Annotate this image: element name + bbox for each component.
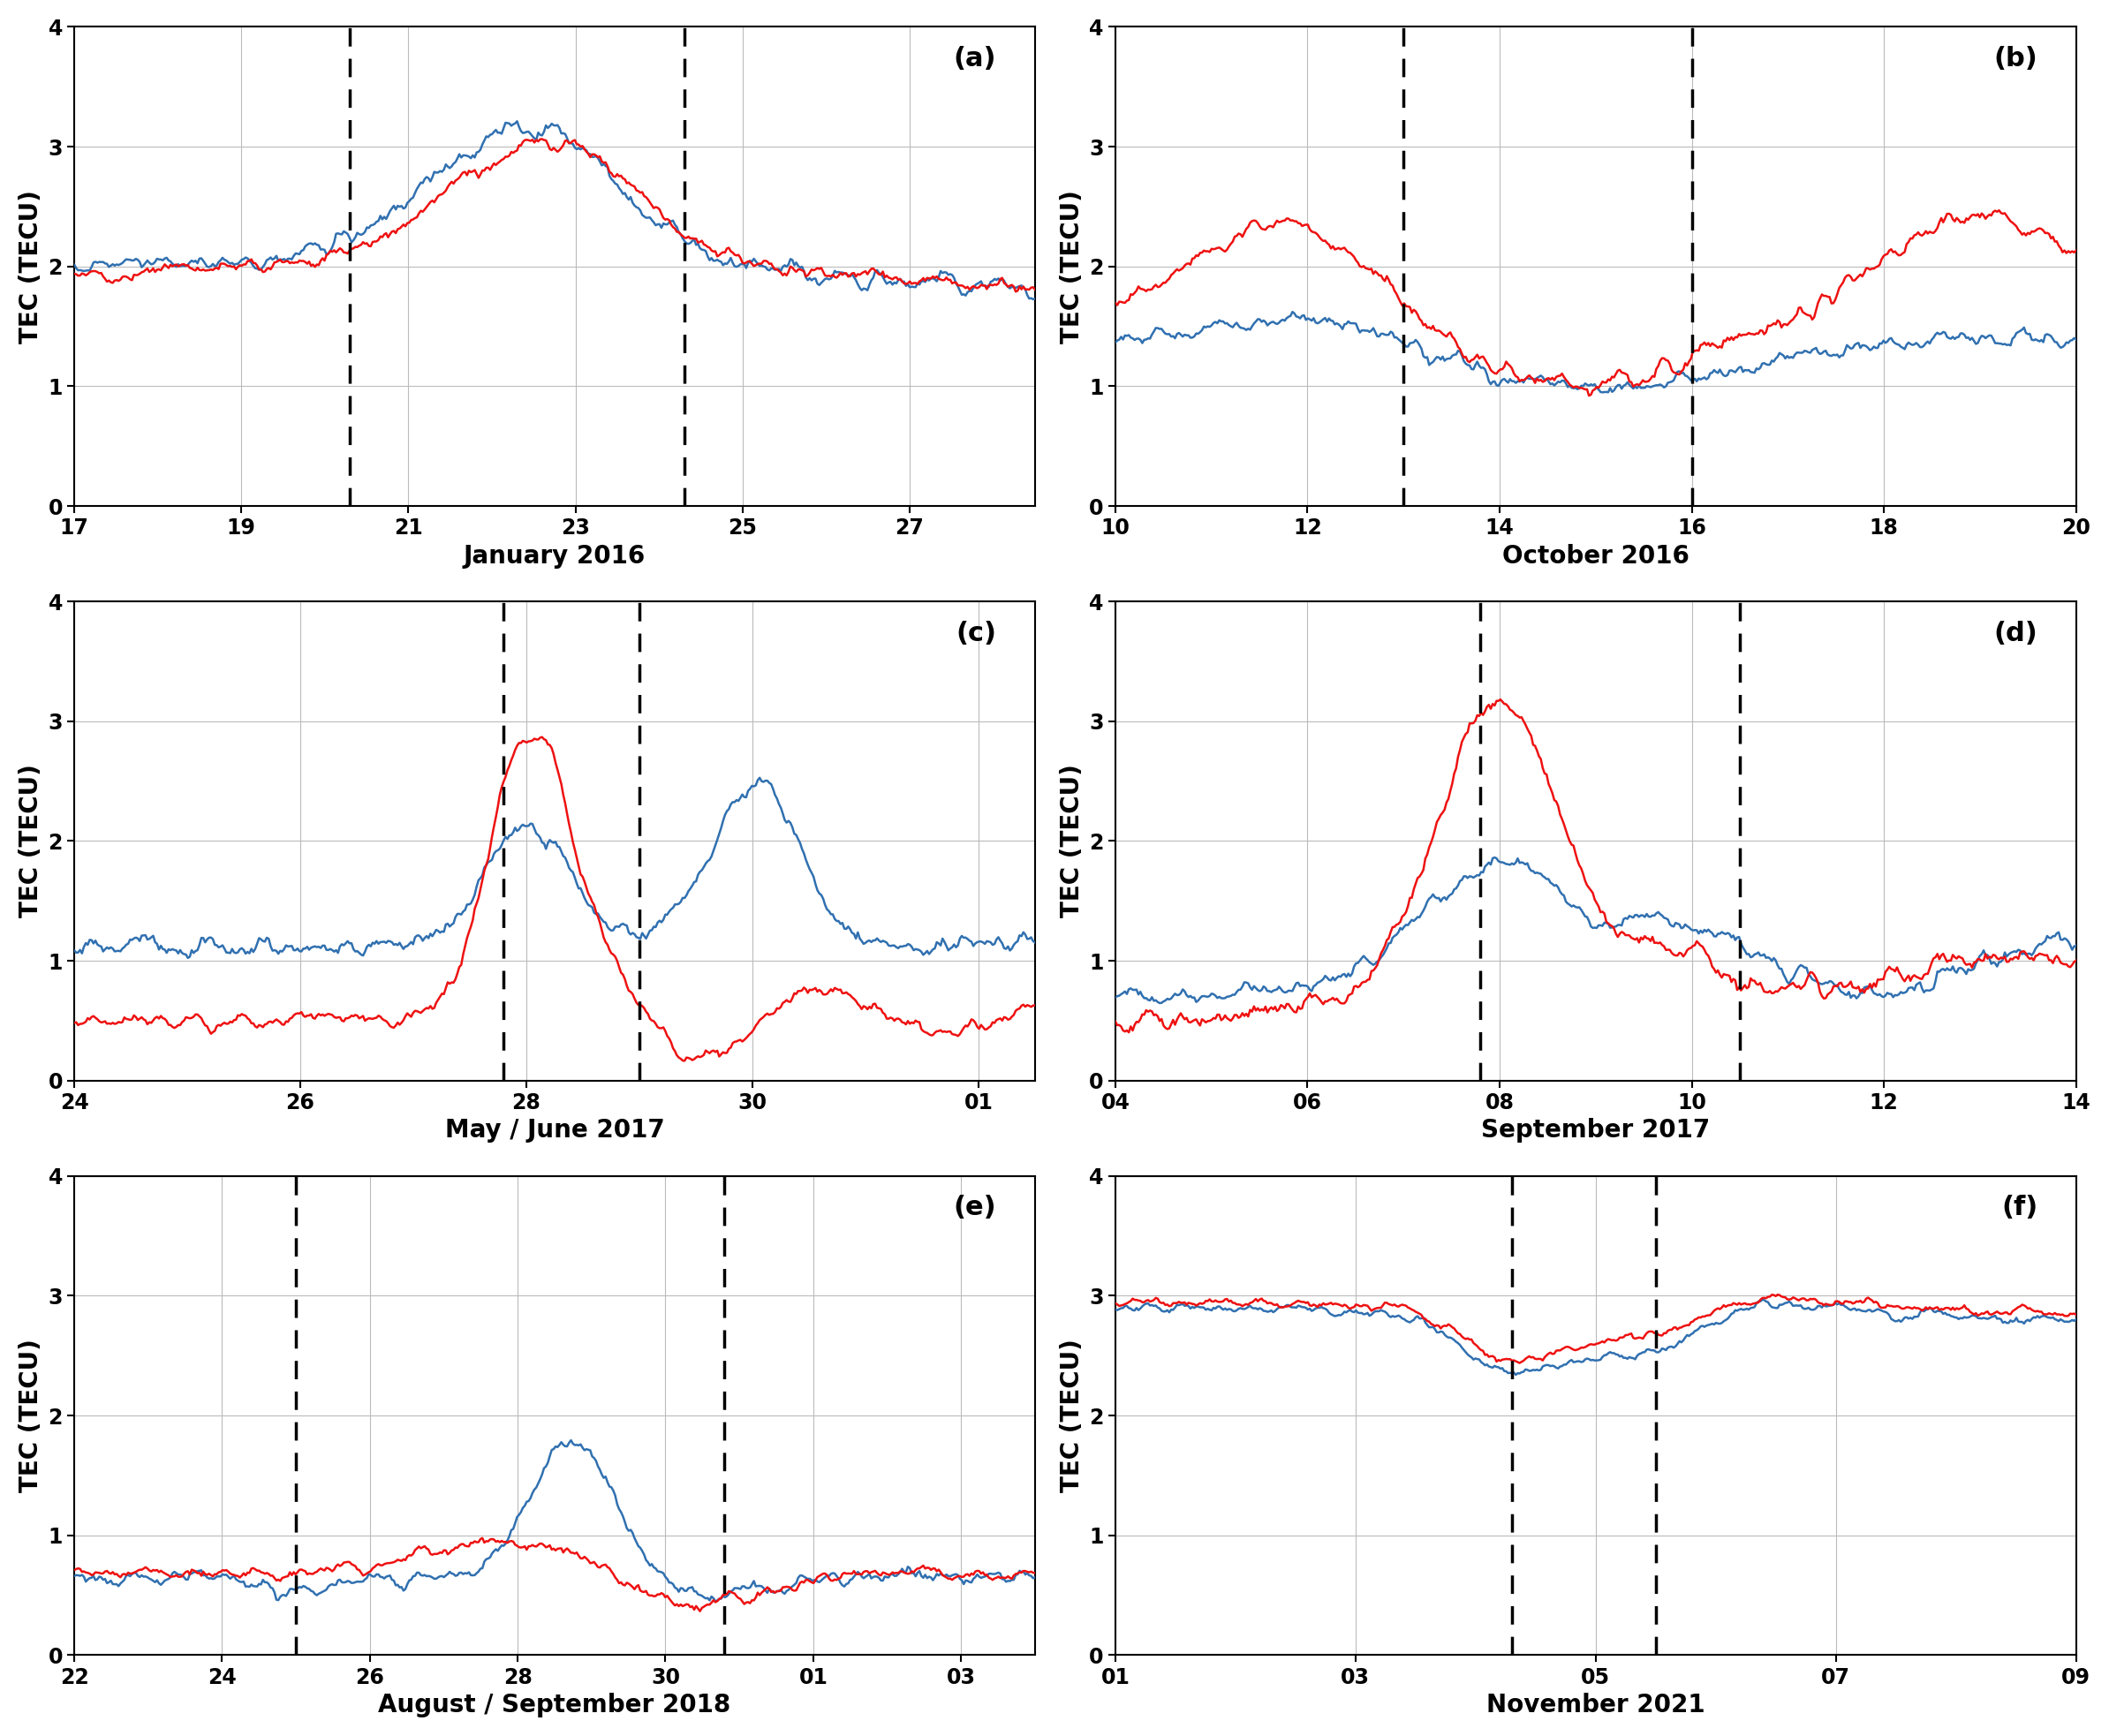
- Y-axis label: TEC (TECU): TEC (TECU): [19, 189, 42, 344]
- Y-axis label: TEC (TECU): TEC (TECU): [19, 1338, 42, 1493]
- Text: (d): (d): [1993, 620, 2037, 646]
- Text: (a): (a): [953, 45, 998, 71]
- Y-axis label: TEC (TECU): TEC (TECU): [1059, 189, 1084, 344]
- Text: (b): (b): [1993, 45, 2037, 71]
- Y-axis label: TEC (TECU): TEC (TECU): [1059, 1338, 1084, 1493]
- X-axis label: October 2016: October 2016: [1502, 543, 1689, 568]
- X-axis label: November 2021: November 2021: [1487, 1693, 1704, 1717]
- Y-axis label: TEC (TECU): TEC (TECU): [19, 764, 42, 918]
- Text: (c): (c): [955, 620, 998, 646]
- Y-axis label: TEC (TECU): TEC (TECU): [1059, 764, 1084, 918]
- Text: (f): (f): [2001, 1194, 2037, 1220]
- X-axis label: May / June 2017: May / June 2017: [445, 1118, 664, 1142]
- X-axis label: August / September 2018: August / September 2018: [378, 1693, 732, 1717]
- X-axis label: September 2017: September 2017: [1481, 1118, 1710, 1142]
- X-axis label: January 2016: January 2016: [464, 543, 645, 568]
- Text: (e): (e): [953, 1194, 998, 1220]
